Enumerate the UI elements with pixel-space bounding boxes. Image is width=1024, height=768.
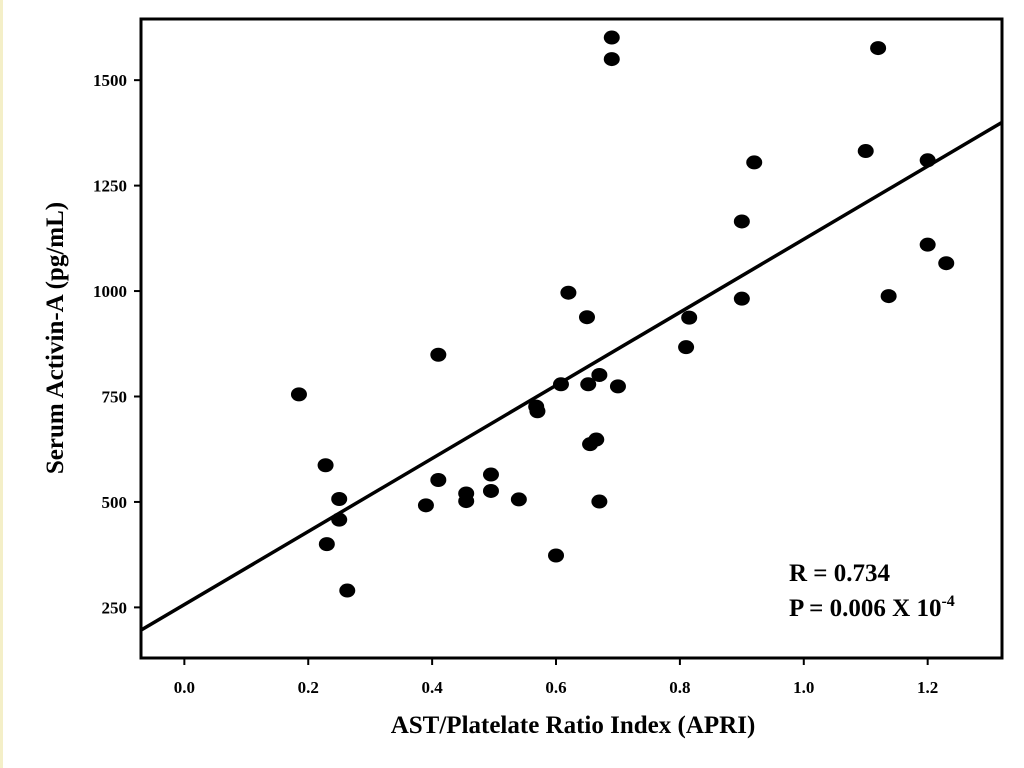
data-point — [580, 377, 597, 392]
data-point — [529, 404, 546, 419]
plot-frame — [139, 17, 1004, 660]
data-point — [458, 494, 475, 509]
data-point — [290, 387, 307, 402]
left-edge-strip — [0, 0, 3, 768]
data-point — [678, 340, 695, 355]
p-value-text: P = 0.006 X 10 — [789, 595, 941, 622]
r-value-annotation: R = 0.734 — [789, 560, 891, 587]
p-value-exponent: -4 — [941, 593, 954, 610]
data-point — [603, 52, 620, 67]
data-point — [733, 291, 750, 306]
regression-line-group — [140, 120, 1003, 632]
data-point — [552, 377, 569, 392]
data-point — [339, 583, 356, 598]
y-tick-label: 250 — [102, 598, 128, 617]
data-point — [733, 214, 750, 229]
x-axis-title: AST/Platelate Ratio Index (APRI) — [391, 712, 756, 739]
y-tick-label: 500 — [102, 493, 128, 512]
data-point — [681, 310, 698, 325]
data-point — [938, 256, 955, 271]
y-tick-label: 750 — [102, 387, 128, 406]
data-point — [746, 155, 763, 170]
x-tick-label: 0.0 — [174, 678, 195, 697]
y-axis-title: Serum Activin-A (pg/mL) — [42, 202, 69, 474]
axis-tick-labels: 0.0 0.2 0.4 0.6 0.8 1.0 1.2 250 500 750 1000 1250 15… — [93, 71, 938, 697]
data-point — [417, 498, 434, 513]
data-point — [482, 483, 499, 498]
data-point — [430, 347, 447, 362]
y-tick-label: 1000 — [93, 282, 127, 301]
x-tick-label: 1.2 — [917, 678, 938, 697]
data-point — [482, 467, 499, 482]
data-point — [331, 491, 348, 506]
data-point — [318, 537, 335, 552]
data-point — [880, 289, 897, 304]
data-points — [290, 30, 955, 598]
y-tick-label: 1500 — [93, 71, 127, 90]
data-point — [870, 41, 887, 56]
data-point — [560, 285, 577, 300]
data-point — [578, 310, 595, 325]
data-point — [317, 458, 334, 473]
x-tick-label: 0.8 — [669, 678, 690, 697]
p-value-annotation: P = 0.006 X 10-4 — [789, 593, 955, 622]
data-point — [857, 144, 874, 159]
x-tick-label: 0.4 — [422, 678, 444, 697]
data-point — [591, 494, 608, 509]
data-point — [510, 492, 527, 507]
data-point — [588, 432, 605, 447]
regression-line — [140, 120, 1003, 632]
y-tick-label: 1250 — [93, 177, 127, 196]
data-point — [331, 512, 348, 527]
x-tick-label: 0.2 — [298, 678, 319, 697]
x-tick-label: 1.0 — [793, 678, 814, 697]
data-point — [919, 237, 936, 252]
data-point — [919, 153, 936, 168]
x-tick-label: 0.6 — [545, 678, 566, 697]
data-point — [603, 30, 620, 45]
data-point — [591, 367, 608, 382]
data-point — [548, 548, 565, 563]
data-point — [609, 379, 626, 394]
data-point — [430, 473, 447, 488]
